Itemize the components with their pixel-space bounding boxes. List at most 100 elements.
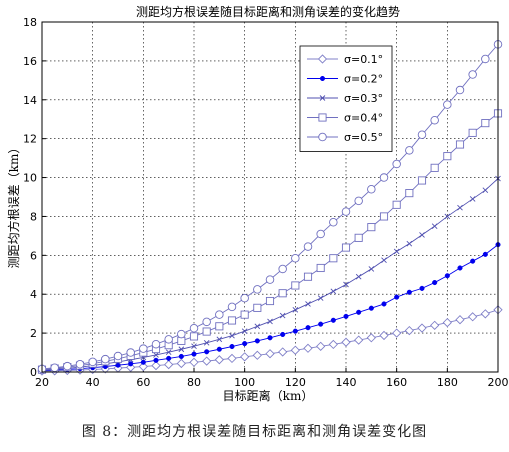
legend-marker	[319, 95, 326, 101]
data-point	[303, 242, 313, 251]
data-point	[278, 289, 287, 298]
data-point	[381, 301, 387, 307]
data-point	[164, 359, 174, 370]
data-point	[202, 356, 212, 366]
legend-label: σ=0.4°	[344, 112, 383, 125]
data-point	[430, 115, 439, 125]
data-point	[379, 330, 389, 341]
tick-labels: 20 40 60 80 100 120 140 160 180 200 0 2 4 6 8 10 12 14 16 1…	[23, 16, 509, 389]
data-point	[356, 309, 362, 315]
data-point	[469, 196, 476, 202]
legend-label: σ=0.5°	[344, 131, 383, 144]
legend-box	[299, 45, 393, 152]
data-point	[379, 212, 389, 221]
legend-marker	[319, 75, 326, 82]
x-tick-label: 160	[386, 376, 407, 389]
data-point	[166, 355, 172, 361]
y-tick-label: 8	[30, 210, 37, 223]
y-tick-label: 6	[30, 249, 37, 262]
data-point	[367, 184, 376, 194]
data-point	[317, 295, 324, 301]
data-point	[290, 345, 300, 355]
data-point	[442, 317, 452, 328]
series-line	[41, 309, 499, 372]
data-point	[189, 357, 199, 367]
data-point	[417, 130, 427, 140]
data-point	[470, 258, 476, 264]
data-point	[240, 310, 249, 319]
y-tick-label: 2	[30, 327, 37, 340]
data-point	[330, 288, 337, 295]
chart: 测距均方根误差随目标距离和测角误差的变化趋势 20 40 60 80 100 120 140…	[6, 4, 509, 403]
data-point	[316, 229, 325, 239]
x-tick-label: 40	[86, 376, 100, 389]
data-point	[432, 280, 438, 286]
series-4	[37, 109, 503, 374]
series-3	[39, 175, 501, 373]
data-point	[126, 348, 135, 357]
grid	[41, 21, 499, 373]
data-point	[216, 336, 223, 343]
x-tick-label: 100	[234, 376, 255, 389]
series-5	[37, 40, 503, 374]
data-point	[202, 317, 211, 327]
data-point	[227, 353, 237, 364]
figure-caption: 图 8：测距均方根误差随目标距离和测角误差变化图	[81, 424, 428, 440]
series-line	[41, 178, 499, 371]
data-point	[354, 233, 363, 242]
data-point	[355, 273, 362, 280]
data-point	[240, 352, 250, 362]
data-point	[419, 232, 425, 238]
x-tick-label: 180	[437, 376, 458, 389]
data-point	[227, 302, 237, 312]
data-point	[252, 350, 262, 360]
data-point	[164, 335, 173, 344]
data-point	[229, 343, 235, 350]
y-tick-label: 12	[23, 133, 37, 146]
legend-label: σ=0.1°	[344, 53, 383, 66]
x-tick-label: 80	[187, 376, 201, 389]
legend-marker	[318, 113, 327, 122]
data-point	[178, 346, 185, 353]
data-point	[278, 347, 288, 357]
data-point	[366, 333, 376, 343]
data-point	[455, 85, 465, 95]
data-point	[455, 140, 465, 149]
data-point	[191, 343, 197, 349]
data-point	[151, 360, 161, 371]
legend: σ=0.1° σ=0.2° σ=0.3° σ=0.4° σ=0.5°	[299, 45, 393, 152]
data-point	[329, 218, 338, 227]
data-point	[468, 312, 478, 322]
data-point	[139, 344, 148, 353]
data-point	[153, 357, 159, 363]
data-point	[316, 263, 325, 273]
data-point	[303, 343, 313, 353]
data-point	[189, 324, 199, 333]
data-point	[379, 173, 389, 182]
data-point	[265, 296, 275, 306]
data-point	[265, 349, 275, 359]
data-point	[278, 264, 287, 274]
data-point	[63, 361, 72, 371]
data-point	[303, 272, 313, 281]
y-tick-label: 16	[23, 55, 37, 68]
series-group	[37, 40, 503, 376]
data-point	[430, 320, 440, 330]
data-point	[265, 275, 275, 284]
data-point	[368, 305, 374, 311]
data-point	[419, 285, 425, 291]
data-point	[227, 316, 237, 325]
data-point	[254, 323, 261, 330]
data-point	[468, 128, 477, 137]
data-point	[457, 265, 463, 271]
data-point	[229, 332, 235, 339]
data-point	[203, 340, 210, 346]
data-point	[177, 336, 186, 345]
data-point	[267, 335, 273, 341]
data-point	[280, 331, 286, 338]
data-point	[279, 312, 286, 319]
data-point	[292, 306, 299, 313]
data-point	[343, 281, 349, 288]
x-tick-label: 200	[488, 376, 509, 389]
data-point	[254, 338, 260, 344]
